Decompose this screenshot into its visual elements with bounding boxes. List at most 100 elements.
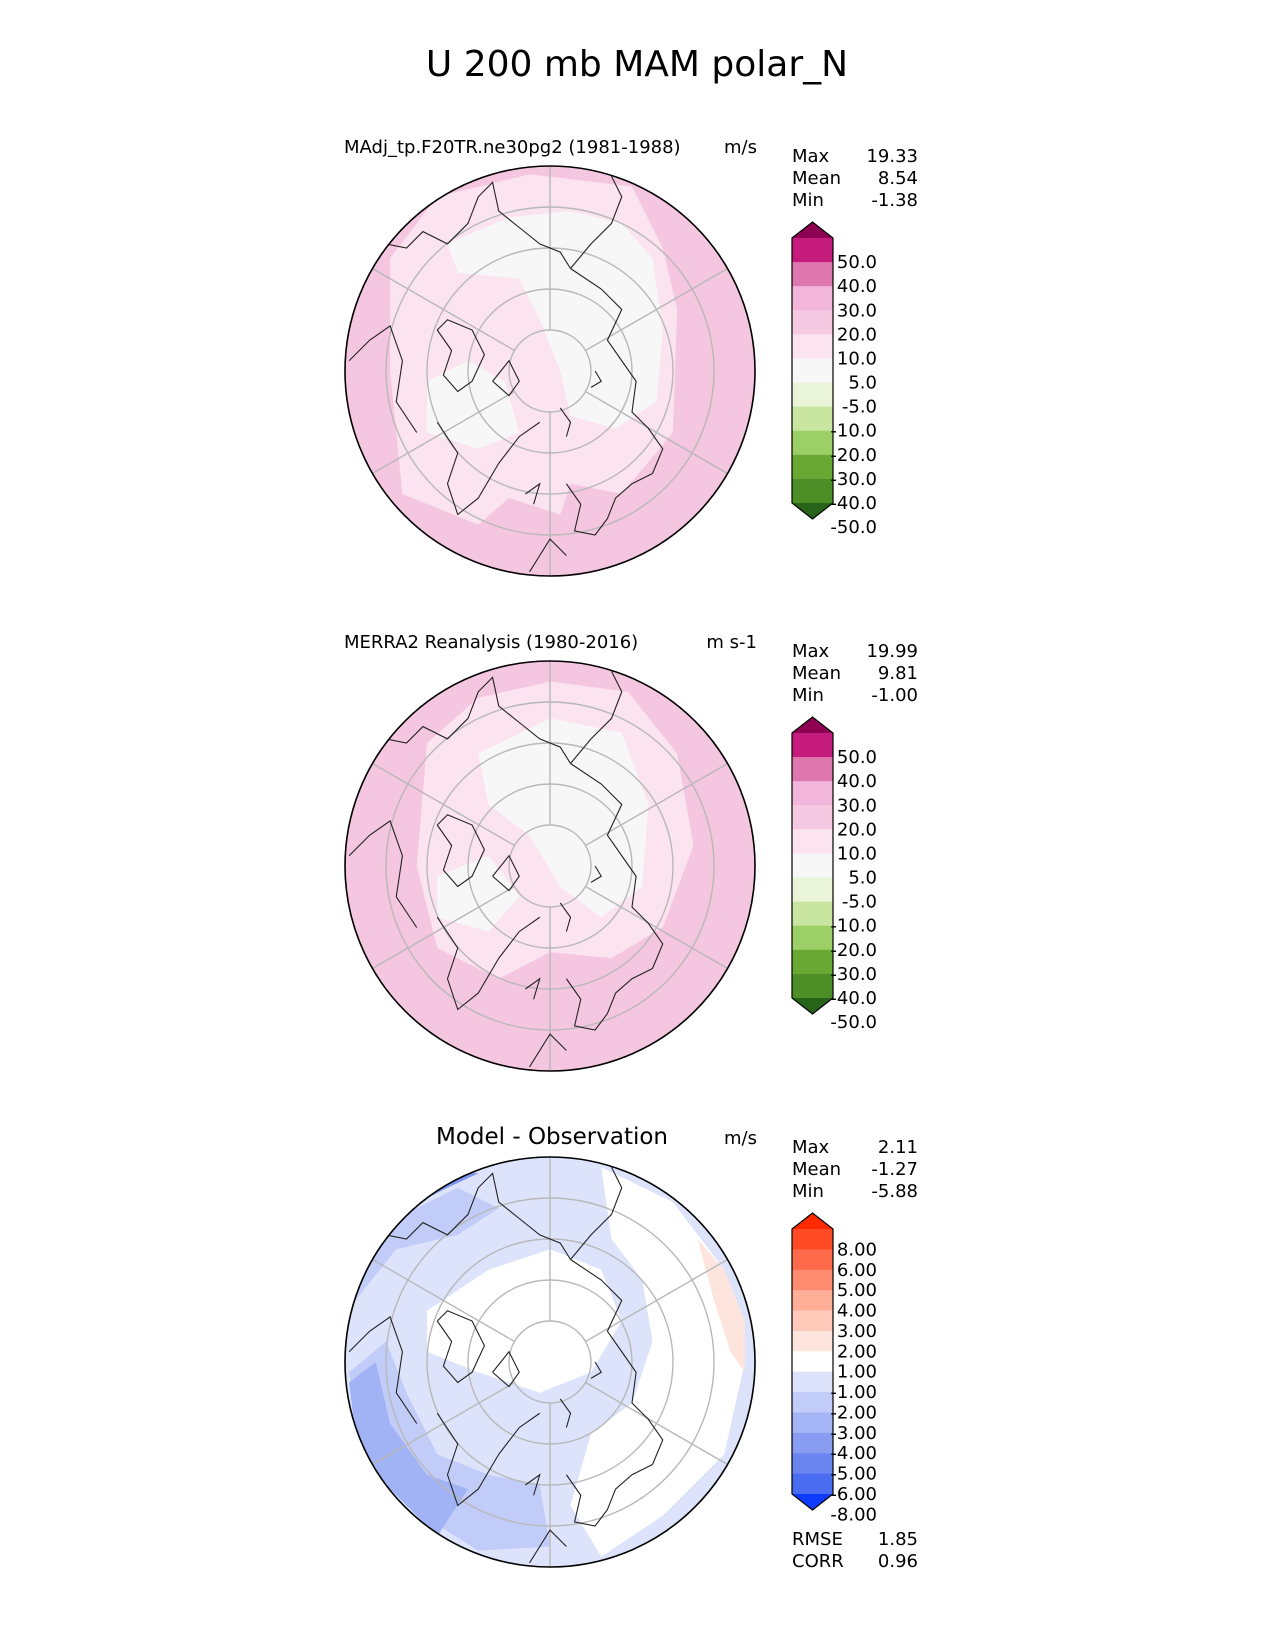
colorbar-segment (792, 1310, 833, 1332)
field-region (447, 211, 663, 429)
colorbar-tick-label: 40.0 (837, 771, 877, 792)
coastline (348, 176, 664, 573)
colorbar-tick-label: -30.0 (830, 469, 877, 490)
colorbar-segment (792, 1249, 833, 1271)
stat-value: 8.54 (878, 168, 918, 189)
stats-block: Max 2.11 Mean -1.27 Min -5.88 (792, 1137, 918, 1202)
meridian-line (585, 390, 728, 475)
colorbar-segment (792, 334, 833, 359)
colorbar-segment (792, 358, 833, 384)
coastline-segment (559, 902, 572, 932)
colorbar-tick-label: -20.0 (830, 940, 877, 961)
colorbar-tick-label: -5.00 (830, 1464, 877, 1485)
colorbar-segment (792, 853, 833, 879)
panel-observation: MERRA2 Reanalysis (1980-2016) m s-1 Max … (344, 632, 918, 1072)
meridian-line (585, 885, 728, 970)
colorbar-tick-label: 50.0 (837, 747, 877, 768)
coastline-segment (436, 319, 486, 393)
coastline-segment (529, 1033, 567, 1068)
stat-label: Max (792, 146, 830, 167)
colorbar-segment (792, 1432, 833, 1454)
coastline (348, 1167, 664, 1564)
colorbar-tick-label: 8.00 (837, 1239, 877, 1260)
colorbar-segment (792, 805, 833, 830)
colorbar-segment (792, 1392, 833, 1413)
colorbar-segment (792, 949, 833, 975)
colorbar-tick-label: 4.00 (837, 1301, 877, 1322)
colorbar-segment (792, 901, 833, 927)
colorbar-tick-label: 1.00 (837, 1362, 877, 1383)
polar-map (344, 660, 756, 1072)
colorbar-tick-label: 5.00 (837, 1280, 877, 1301)
colorbar-tick-label: 2.00 (837, 1341, 877, 1362)
coastline-segment (570, 763, 664, 969)
colorbar-tick-label: 6.00 (837, 1260, 877, 1281)
colorbar-tick-label: 10.0 (837, 843, 877, 864)
colorbar-segment (792, 877, 833, 903)
colorbar-segment (792, 925, 833, 951)
coastline-segment (590, 370, 603, 388)
stat-value: -1.27 (871, 1159, 918, 1180)
colorbar-segment (792, 262, 833, 287)
stat-label: Max (792, 1137, 830, 1158)
stat-value: 19.99 (866, 641, 918, 662)
stat-value: 2.11 (878, 1137, 918, 1158)
footer-stats: RMSE 1.85 CORR 0.96 (792, 1529, 918, 1572)
field-region (437, 855, 520, 932)
colorbar-tick-label: 10.0 (837, 348, 877, 369)
coastline-segment (559, 407, 572, 437)
colorbar-segment (792, 382, 833, 408)
coastline-segment (348, 820, 418, 928)
colorbar-segment (792, 1330, 833, 1352)
coastline-segment (355, 181, 571, 269)
map-boundary (344, 1156, 756, 1568)
colorbar-tick-label: -10.0 (830, 916, 877, 937)
coastline-segment (529, 1529, 567, 1564)
colorbar-tick-label: -50.0 (830, 1012, 877, 1033)
stat-label: Min (792, 190, 824, 211)
colorbar-extend-top (792, 717, 833, 733)
coastline-segment (492, 1350, 520, 1388)
colorbar-extend-bottom (792, 998, 833, 1014)
colorbar: 50.0 40.0 30.0 20.0 10.0 5.0 -5.0 -10.0 -20.0 -30… (791, 221, 877, 538)
coastline-segment (525, 482, 541, 505)
colorbar-tick-label: -8.00 (830, 1504, 877, 1525)
colorbar-segment (792, 1269, 833, 1291)
coastline-segment (570, 1259, 664, 1465)
colorbar-segment (792, 286, 833, 311)
panel-units: m/s (724, 1128, 757, 1149)
field-region (570, 1167, 745, 1557)
colorbar-tick-label: 40.0 (837, 276, 877, 297)
coastline-segment (565, 1464, 653, 1527)
stat-value: -5.88 (871, 1181, 918, 1202)
colorbar-tick-label: -4.00 (830, 1443, 877, 1464)
colorbar-outline (791, 221, 834, 520)
colorbar-tick-label: 20.0 (837, 819, 877, 840)
stats-block: Max 19.33 Mean 8.54 Min -1.38 (792, 146, 918, 211)
meridian-line (372, 267, 515, 352)
colorbar-outline (791, 716, 834, 1015)
colorbar-segment (792, 1412, 833, 1434)
colorbar-tick-label: 30.0 (837, 300, 877, 321)
stats-block: Max 19.99 Mean 9.81 Min -1.00 (792, 641, 918, 706)
coastline-segment (525, 1473, 541, 1496)
field-region (478, 718, 649, 918)
colorbar-tick-label: -2.00 (830, 1402, 877, 1423)
coastline-segment (355, 1172, 571, 1260)
colorbar-segment (792, 1473, 833, 1495)
coastline-segment (529, 538, 567, 573)
colorbar-segment (792, 238, 833, 263)
coastline-segment (436, 814, 486, 888)
colorbar-tick-label: -3.00 (830, 1423, 877, 1444)
stat-label: CORR (792, 1551, 844, 1572)
colorbar-tick-label: -1.00 (830, 1382, 877, 1403)
stat-value: -1.38 (871, 190, 918, 211)
colorbar-segment (792, 406, 833, 432)
colorbar-tick-label: -5.0 (842, 892, 877, 913)
colorbar-tick-label: -5.0 (842, 397, 877, 418)
colorbar-extend-top (792, 222, 833, 238)
colorbar-segment (792, 1351, 833, 1373)
colorbar-segment (792, 430, 833, 456)
coastline-segment (492, 854, 520, 892)
